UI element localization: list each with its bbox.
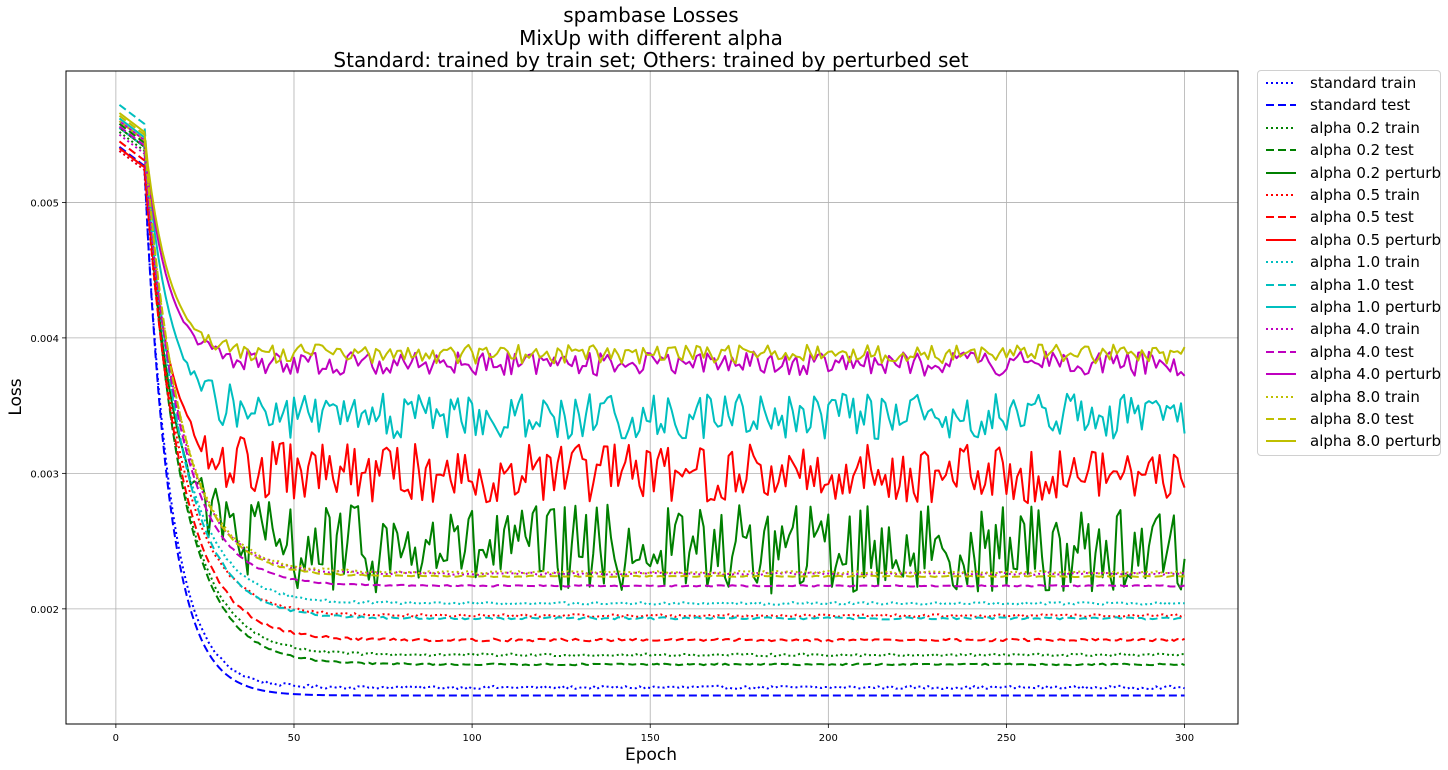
legend-label: alpha 8.0 test (1310, 410, 1414, 428)
x-tick-label: 300 (1175, 733, 1194, 744)
legend-swatch (1266, 238, 1296, 241)
legend-swatch (1266, 171, 1296, 174)
y-axis-ticks: 0.002 0.003 0.004 0.005 (30, 198, 66, 616)
legend-label: alpha 4.0 test (1310, 342, 1414, 361)
y-tick-label: 0.005 (30, 198, 59, 209)
x-tick-label: 250 (997, 733, 1016, 744)
legend-item: alpha 0.5 perturb (1264, 229, 1441, 251)
legend-label: alpha 0.5 train (1310, 186, 1420, 204)
x-tick-label: 0 (113, 733, 119, 744)
legend-item: standard test (1264, 94, 1410, 116)
series-line-standard-test (118, 146, 1185, 697)
y-tick-label: 0.003 (30, 469, 59, 480)
series-line-alpha-0-2-perturb (118, 127, 1186, 595)
x-axis-label: Epoch (625, 745, 677, 765)
legend-item: alpha 1.0 perturb (1264, 296, 1441, 318)
series-line-alpha-0-5-test (118, 140, 1186, 643)
x-tick-label: 150 (641, 733, 660, 744)
legend-swatch (1266, 328, 1296, 331)
legend-item: alpha 4.0 train (1264, 318, 1420, 340)
x-tick-label: 100 (463, 733, 482, 744)
plot-area (118, 104, 1186, 697)
chart-title: spambase Losses MixUp with different alp… (333, 3, 968, 72)
legend-label: alpha 0.2 perturb (1310, 163, 1441, 182)
series-line-alpha-1-0-test (118, 104, 1185, 621)
legend-swatch (1266, 82, 1296, 84)
legend-swatch (1266, 283, 1296, 286)
legend-swatch (1266, 395, 1296, 398)
legend-item: alpha 4.0 perturb (1264, 363, 1441, 385)
legend-item: alpha 1.0 test (1264, 274, 1414, 296)
legend-swatch (1266, 126, 1296, 129)
legend-item: alpha 0.2 perturb (1264, 162, 1441, 184)
chart-title-line-3: Standard: trained by train set; Others: … (333, 48, 968, 72)
series-line-alpha-0-2-test (118, 123, 1185, 667)
legend-swatch (1266, 194, 1296, 196)
y-tick-label: 0.004 (30, 334, 59, 345)
legend-item: alpha 4.0 test (1264, 341, 1414, 363)
legend-swatch (1266, 418, 1296, 420)
x-axis-ticks: 0 50 100 150 200 250 300 (113, 724, 1194, 744)
legend-label: alpha 1.0 perturb (1310, 298, 1441, 316)
series-line-alpha-4-0-test (118, 125, 1185, 588)
legend-label: alpha 8.0 perturb (1310, 432, 1441, 451)
grid-lines (66, 71, 1238, 724)
legend-label: alpha 0.2 test (1310, 141, 1414, 160)
legend-label: alpha 0.2 train (1310, 118, 1420, 137)
legend-swatch (1266, 306, 1296, 308)
legend-item: alpha 0.5 train (1264, 184, 1420, 206)
series-line-alpha-8-0-train (118, 120, 1185, 575)
legend-label: alpha 1.0 test (1310, 275, 1414, 294)
series-line-alpha-8-0-test (118, 114, 1185, 578)
legend-swatch (1266, 440, 1296, 443)
chart-title-line-1: spambase Losses (563, 3, 738, 27)
legend-item: alpha 1.0 train (1264, 251, 1420, 273)
x-tick-label: 200 (819, 733, 838, 744)
legend-item: alpha 8.0 test (1264, 408, 1414, 430)
legend-swatch (1266, 373, 1296, 376)
legend-item: alpha 0.2 train (1264, 117, 1420, 139)
legend-item: alpha 8.0 perturb (1264, 430, 1441, 452)
legend-label: alpha 0.5 perturb (1310, 230, 1441, 249)
legend-label: standard train (1310, 74, 1417, 92)
legend-item: standard train (1264, 72, 1416, 94)
plot-frame (65, 70, 1239, 725)
legend-label: alpha 8.0 train (1310, 387, 1420, 406)
legend-item: alpha 8.0 train (1264, 386, 1420, 408)
legend-swatch (1266, 350, 1296, 353)
legend-label: standard test (1310, 96, 1411, 115)
legend-swatch (1266, 104, 1296, 107)
series-line-alpha-1-0-perturb (118, 117, 1186, 440)
y-tick-label: 0.002 (30, 605, 59, 616)
legend-label: alpha 1.0 train (1310, 253, 1420, 272)
legend-item: alpha 0.2 test (1264, 139, 1414, 161)
legend-swatch (1266, 216, 1296, 219)
series-line-alpha-8-0-perturb (118, 112, 1186, 365)
series-line-alpha-1-0-train (118, 127, 1185, 606)
series-line-alpha-0-5-train (118, 150, 1185, 618)
legend-item: alpha 0.5 test (1264, 206, 1414, 228)
legend-label: alpha 4.0 train (1310, 320, 1420, 339)
series-line-alpha-0-2-train (118, 131, 1185, 658)
series-line-alpha-4-0-perturb (118, 120, 1186, 377)
legend-label: alpha 4.0 perturb (1310, 365, 1441, 384)
y-axis-label: Loss (6, 378, 26, 415)
x-tick-label: 50 (288, 733, 301, 744)
series-line-alpha-0-5-perturb (118, 147, 1186, 505)
legend-label: alpha 0.5 test (1310, 208, 1414, 227)
legend-swatch (1266, 261, 1296, 264)
chart-title-line-2: MixUp with different alpha (519, 26, 783, 50)
legend: standard train standard test alpha 0.2 tra… (1257, 70, 1441, 456)
legend-swatch (1266, 149, 1296, 152)
